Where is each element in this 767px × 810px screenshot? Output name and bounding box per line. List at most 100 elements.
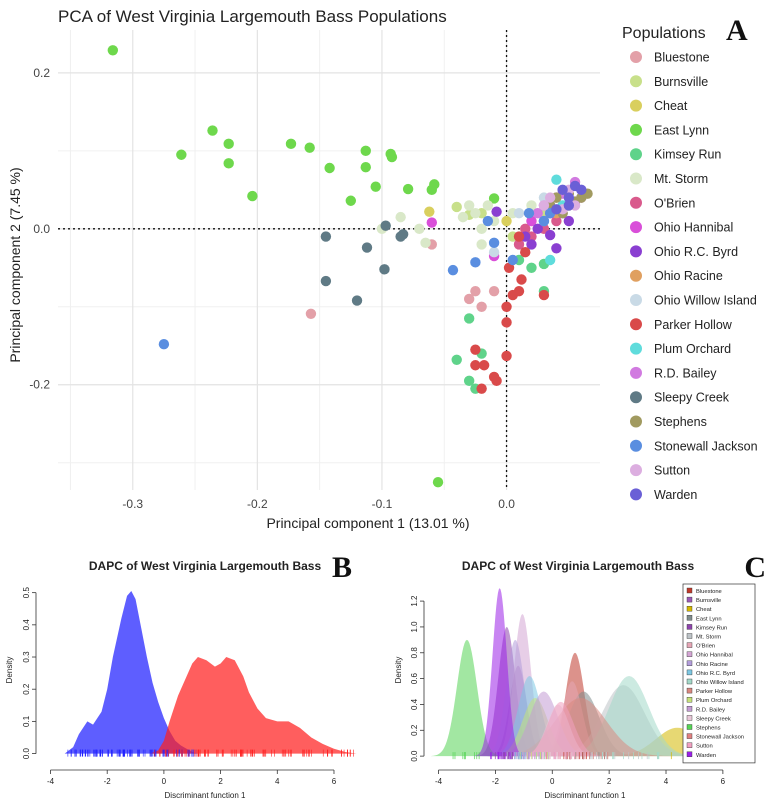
pca-point-east-lynn <box>324 162 335 174</box>
dapc-c-area-parker-hollow <box>488 697 673 757</box>
pca-legend-label-cheat: Cheat <box>654 99 688 113</box>
dapc-c-y-axis-label: Density <box>394 657 403 684</box>
pca-point-stonewall-jackson <box>470 257 481 268</box>
pca-grid <box>58 30 600 490</box>
pca-x-tick-label: -0.3 <box>122 497 143 511</box>
pca-legend-swatch-ohio-hannibal <box>630 221 642 234</box>
pca-point-east-lynn <box>360 145 371 157</box>
dapc-c-x-tick-label: -2 <box>492 777 500 786</box>
dapc-b-y-tick-label: 0.2 <box>22 683 31 695</box>
dapc-c-legend-label-cheat: Cheat <box>696 607 712 613</box>
pca-point-ohio-r-c-byrd <box>526 239 537 250</box>
pca-point-parker-hollow <box>516 274 527 285</box>
pca-point-stonewall-jackson <box>158 339 170 350</box>
dapc-c-area-sutton <box>514 701 607 757</box>
pca-point-east-lynn <box>488 193 500 204</box>
pca-point-o-brien <box>520 223 531 235</box>
pca-x-tick-label: 0.0 <box>498 497 515 511</box>
pca-point-mt-storm <box>463 200 475 211</box>
pca-point-o-brien <box>551 215 562 227</box>
pca-point-ohio-r-c-byrd <box>544 229 556 241</box>
pca-point-cheat <box>424 206 435 217</box>
pca-point-east-lynn <box>402 183 414 195</box>
dapc-c-axes: -4 -2 0 2 4 6 0.0 0.2 0.4 0.6 0.8 1.0 1.2 <box>410 595 726 786</box>
dapc-c-x-tick-label: 6 <box>721 777 726 786</box>
dapc-c-x-tick-label: -4 <box>435 777 443 786</box>
pca-legend-swatch-stephens <box>630 415 642 428</box>
pca-point-ohio-hannibal <box>426 217 437 228</box>
dapc-c-legend-swatch-cheat <box>686 606 693 612</box>
dapc-b-y-tick-label: 0.4 <box>22 619 31 631</box>
pca-legend-swatch-o-brien <box>630 196 642 209</box>
dapc-c-legend-swatch-ohio-racine <box>686 660 693 666</box>
pca-point-east-lynn <box>304 142 315 153</box>
pca-legend-swatch-stonewall-jackson <box>630 439 642 452</box>
pca-point-mt-storm <box>414 223 425 235</box>
pca-point-mt-storm <box>470 208 481 219</box>
pca-point-parker-hollow <box>501 350 512 362</box>
pca-legend-swatch-cheat <box>630 99 642 112</box>
pca-legend-swatch-east-lynn <box>630 123 642 136</box>
pca-point-warden <box>551 204 562 215</box>
pca-point-east-lynn <box>285 138 297 150</box>
dapc-c-y-tick-label: 0.4 <box>410 698 419 710</box>
pca-point-sleepy-creek <box>397 229 409 240</box>
pca-point-sutton <box>544 192 556 203</box>
pca-point-parker-hollow <box>513 231 525 242</box>
dapc-b-y-tick-label: 0.5 <box>22 587 31 599</box>
dapc-c-legend-label-stonewall-jackson: Stonewall Jackson <box>696 735 744 741</box>
dapc-two-cluster-panel: DAPC of West Virginia Largemouth Bass B … <box>5 551 357 800</box>
pca-point-cheat <box>501 215 512 227</box>
pca-point-parker-hollow <box>538 289 550 301</box>
pca-point-parker-hollow <box>491 375 502 387</box>
pca-point-r-d-bailey <box>532 208 543 219</box>
pca-point-burnsville <box>451 201 462 213</box>
pca-point-sleepy-creek <box>361 242 373 253</box>
dapc-b-area-cluster-2 <box>149 657 357 754</box>
pca-point-kimsey-run <box>463 313 475 324</box>
pca-point-parker-hollow <box>470 360 481 371</box>
dapc-c-legend-swatch-bluestone <box>686 587 693 594</box>
pca-point-mt-storm <box>482 200 494 211</box>
pca-legend-label-sleepy-creek: Sleepy Creek <box>654 391 730 405</box>
pca-point-parker-hollow <box>476 383 487 394</box>
panel-letter-b: B <box>332 551 352 584</box>
pca-point-sleepy-creek <box>379 264 390 275</box>
pca-point-east-lynn <box>360 162 371 173</box>
dapc-c-legend-swatch-burnsville <box>686 596 693 603</box>
pca-point-kimsey-run <box>451 354 462 365</box>
pca-point-stonewall-jackson <box>523 208 535 219</box>
pca-legend-label-east-lynn: East Lynn <box>654 123 709 137</box>
pca-points <box>107 45 593 488</box>
dapc-c-area-ohio-willow-island <box>557 676 701 757</box>
dapc-c-legend-swatch-east-lynn <box>686 615 693 621</box>
pca-legend-swatch-sutton <box>630 464 642 477</box>
pca-panel: PCA of West Virginia Largemouth Bass Pop… <box>7 7 758 531</box>
pca-point-kimsey-run <box>526 262 537 273</box>
dapc-c-legend-swatch-ohio-hannibal <box>686 651 693 657</box>
pca-legend-label-plum-orchard: Plum Orchard <box>654 342 731 356</box>
pca-point-east-lynn <box>386 151 398 163</box>
pca-legend-label-parker-hollow: Parker Hollow <box>654 318 733 332</box>
pca-point-stonewall-jackson <box>538 215 550 227</box>
pca-point-sleepy-creek <box>380 220 391 231</box>
pca-point-ohio-willow-island <box>513 208 525 219</box>
dapc-c-x-axis-label: Discriminant function 1 <box>545 791 626 800</box>
pca-point-parker-hollow <box>503 262 515 273</box>
pca-point-parker-hollow <box>478 360 490 371</box>
dapc-b-x-tick-label: -4 <box>47 777 55 786</box>
pca-y-tick-label: 0.2 <box>33 66 50 80</box>
pca-point-warden <box>557 184 568 196</box>
dapc-b-y-tick-label: 0.3 <box>22 651 31 663</box>
pca-point-east-lynn <box>432 477 444 488</box>
pca-point-east-lynn <box>345 195 357 206</box>
dapc-b-y-axis-label: Density <box>5 657 14 684</box>
dapc-c-legend-label-kimsey-run: Kimsey Run <box>696 625 727 631</box>
pca-legend-label-warden: Warden <box>654 488 697 502</box>
dapc-c-legend-label-o-brien: O'Brien <box>696 644 715 650</box>
dapc-c-legend-box <box>682 583 756 764</box>
dapc-c-x-tick-label: 2 <box>607 777 612 786</box>
dapc-c-x-tick-label: 4 <box>664 777 669 786</box>
dapc-b-rug <box>67 749 354 757</box>
